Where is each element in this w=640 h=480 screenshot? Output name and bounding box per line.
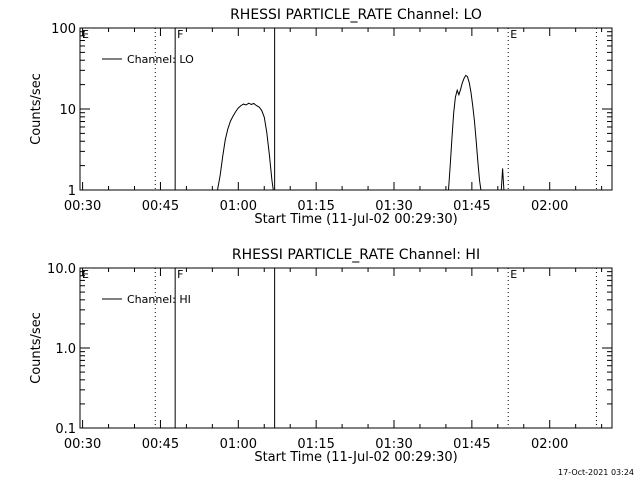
x-axis-label: Start Time (11-Jul-02 00:29:30) <box>254 450 457 465</box>
series-line <box>448 74 482 191</box>
x-tick-label: 02:00 <box>531 437 568 452</box>
x-tick-label: 01:15 <box>297 437 334 452</box>
event-marker-label: F <box>177 268 183 281</box>
event-marker-label: F <box>177 28 183 41</box>
x-tick-label: 02:00 <box>531 199 568 214</box>
y-axis-label: Counts/sec <box>29 312 44 384</box>
legend-label: Channel: LO <box>127 53 194 66</box>
y-tick-label: 100 <box>51 22 76 37</box>
x-tick-label: 01:00 <box>220 437 257 452</box>
y-tick-label: 10.0 <box>47 262 76 277</box>
x-tick-label: 01:00 <box>220 199 257 214</box>
chart-title: RHESSI PARTICLE_RATE Channel: LO <box>230 7 482 23</box>
y-axis-label: Counts/sec <box>29 73 44 145</box>
timestamp-label: 17-Oct-2021 03:24 <box>558 468 634 477</box>
chart-panel-lo: RHESSI PARTICLE_RATE Channel: LO 00:30 00:… <box>29 7 613 227</box>
corner-label: E <box>82 268 89 281</box>
x-tick-label: 00:45 <box>142 199 179 214</box>
plot-frame <box>79 267 613 429</box>
y-tick-label: 1.0 <box>55 342 76 357</box>
chart-title: RHESSI PARTICLE_RATE Channel: HI <box>232 247 480 263</box>
y-tick-label: 0.1 <box>55 422 76 437</box>
x-tick-label: 01:15 <box>297 199 334 214</box>
x-tick-label: 01:45 <box>453 437 490 452</box>
x-tick-label: 00:45 <box>142 437 179 452</box>
y-tick-label: 10 <box>59 103 76 118</box>
series-line <box>500 168 505 191</box>
x-tick-label: 01:30 <box>375 437 412 452</box>
x-tick-label: 00:30 <box>64 199 101 214</box>
chart-panel-hi: RHESSI PARTICLE_RATE Channel: HI 00:30 00:… <box>29 247 613 465</box>
y-tick-label: 1 <box>68 184 76 199</box>
legend-label: Channel: HI <box>127 293 191 306</box>
x-tick-label: 00:30 <box>64 437 101 452</box>
series-line <box>217 102 274 191</box>
x-axis-label: Start Time (11-Jul-02 00:29:30) <box>254 212 457 227</box>
corner-label: E <box>82 28 89 41</box>
x-tick-label: 01:45 <box>453 199 490 214</box>
event-marker-label: E <box>510 28 517 41</box>
event-marker-label: E <box>510 268 517 281</box>
x-tick-label: 01:30 <box>375 199 412 214</box>
